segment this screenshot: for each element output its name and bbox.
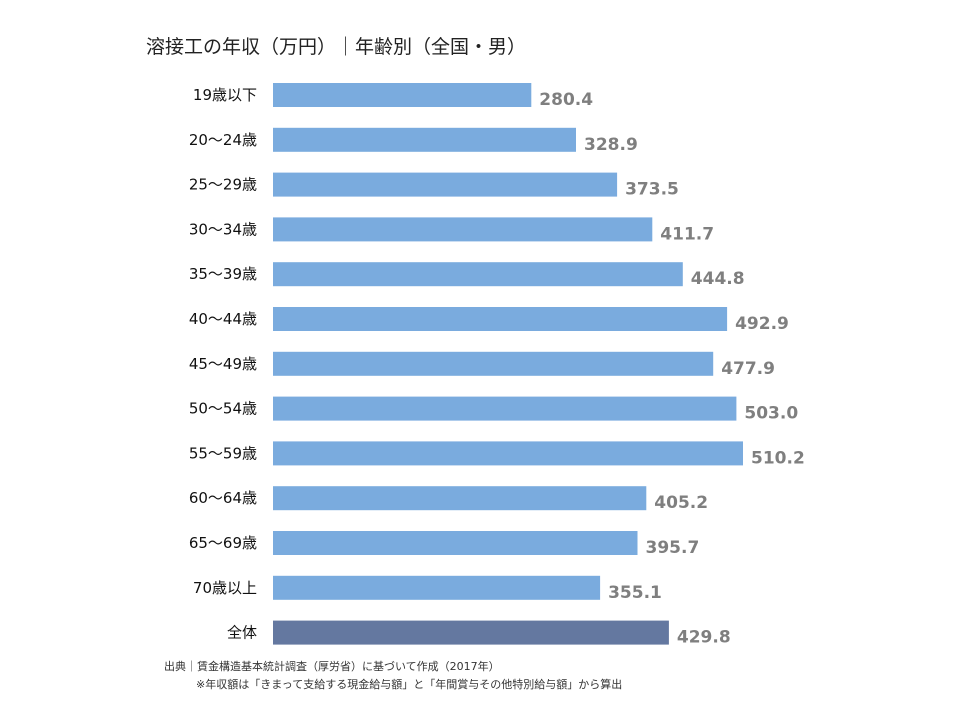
bar: [273, 307, 728, 331]
bar: [273, 575, 601, 600]
bar: [273, 441, 743, 466]
bar: [273, 127, 576, 152]
category-label: 20～24歳: [189, 131, 257, 149]
value-label: 395.7: [646, 538, 700, 558]
value-label: 328.9: [584, 135, 638, 155]
value-label: 280.4: [539, 90, 593, 110]
value-label: 444.8: [691, 269, 745, 289]
bar: [273, 351, 714, 376]
category-label: 19歳以下: [193, 86, 257, 104]
category-label: 30～34歳: [189, 220, 257, 238]
value-label: 429.8: [677, 628, 731, 648]
bar: [273, 396, 737, 421]
category-label: 45～49歳: [189, 355, 257, 373]
value-label: 405.2: [654, 493, 708, 513]
category-label: 40～44歳: [189, 310, 257, 328]
category-labels: 19歳以下 20～24歳 25～29歳 30～34歳 35～39歳 40～44歳 45～49…: [189, 86, 257, 642]
value-label: 492.9: [735, 314, 789, 334]
category-label: 全体: [227, 624, 257, 642]
value-label: 373.5: [625, 180, 679, 200]
bar: [273, 217, 653, 242]
bar: [273, 262, 683, 287]
value-label: 477.9: [721, 359, 775, 379]
bar: [273, 531, 638, 555]
category-label: 70歳以上: [193, 579, 257, 597]
category-label: 65～69歳: [189, 534, 257, 552]
value-label: 510.2: [751, 448, 805, 468]
value-label: 503.0: [744, 404, 798, 424]
value-label: 355.1: [608, 583, 662, 603]
source-note: 出典｜賃金構造基本統計調査（厚労省）に基づいて作成（2017年）: [164, 660, 500, 673]
category-label: 55～59歳: [189, 444, 257, 462]
value-labels: 280.4 328.9 373.5 411.7 444.8 492.9 477.9 503.0…: [539, 90, 804, 648]
category-label: 25～29歳: [189, 176, 257, 194]
bar: [273, 83, 532, 107]
bars-layer: [273, 83, 743, 645]
category-label: 60～64歳: [189, 489, 257, 507]
bar: [273, 172, 618, 197]
bar-total: [273, 620, 669, 645]
category-label: 35～39歳: [189, 265, 257, 283]
category-label: 50～54歳: [189, 400, 257, 418]
calculation-note: ※年収額は「きまって支給する現金給与額」と「年間賞与その他特別給与額」から算出: [196, 678, 623, 691]
chart-title: 溶接工の年収（万円）｜年齢別（全国・男）: [146, 36, 527, 58]
value-label: 411.7: [660, 224, 714, 244]
bar: [273, 486, 647, 511]
